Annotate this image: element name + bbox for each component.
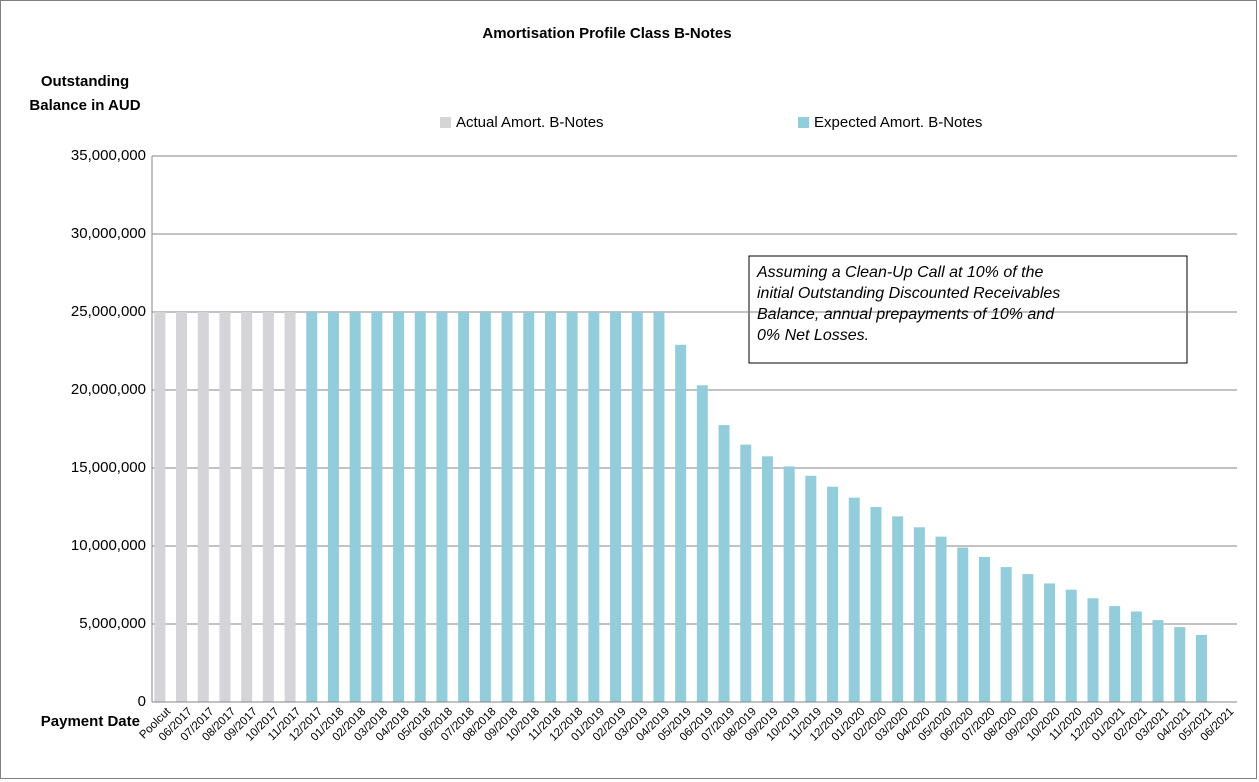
y-tick-label: 35,000,000	[71, 147, 146, 164]
bar	[588, 312, 600, 702]
bar	[1000, 567, 1012, 702]
bar	[393, 312, 405, 702]
bar	[675, 344, 687, 702]
legend-swatch	[440, 117, 451, 128]
annotation-text: 0% Net Losses.	[757, 327, 869, 344]
bar	[1195, 634, 1207, 702]
bar	[1109, 606, 1121, 702]
legend-swatch	[798, 117, 809, 128]
annotation-box	[748, 255, 1188, 364]
bar	[501, 312, 513, 702]
y-tick-label: 30,000,000	[71, 225, 146, 242]
bar	[827, 486, 839, 702]
y-tick-label: 20,000,000	[71, 381, 146, 398]
y-tick-label: 25,000,000	[71, 303, 146, 320]
y-axis-label: Balance in AUD	[29, 97, 140, 114]
y-axis-label: Outstanding	[41, 73, 129, 90]
y-tick-label: 15,000,000	[71, 459, 146, 476]
bar	[848, 497, 860, 702]
bar	[1044, 583, 1056, 702]
y-tick-label: 10,000,000	[71, 537, 146, 554]
bar	[1152, 620, 1164, 702]
annotation-text: initial Outstanding Discounted Receivabl…	[757, 285, 1060, 302]
y-tick-label: 0	[138, 693, 146, 710]
bar	[306, 312, 318, 702]
bar	[284, 312, 296, 702]
bar	[371, 312, 383, 702]
chart-title: Amortisation Profile Class B-Notes	[482, 25, 731, 42]
legend-label: Actual Amort. B-Notes	[456, 114, 604, 131]
bar	[436, 312, 448, 702]
bar	[479, 312, 491, 702]
bar	[1174, 627, 1186, 702]
bar	[241, 312, 253, 702]
bar	[653, 312, 665, 702]
bar	[892, 516, 904, 702]
bar	[414, 312, 426, 702]
bar	[523, 312, 535, 702]
bar	[1087, 598, 1099, 702]
bar	[458, 312, 470, 702]
bar	[870, 507, 882, 702]
bar	[1022, 574, 1034, 702]
bar	[566, 312, 578, 702]
bar	[327, 312, 339, 702]
bar	[1130, 611, 1142, 702]
x-axis-label: Payment Date	[41, 713, 140, 730]
bar	[349, 312, 361, 702]
bar	[957, 547, 969, 702]
bar	[978, 556, 990, 702]
bar	[610, 312, 622, 702]
bar	[219, 312, 231, 702]
bar	[1065, 589, 1077, 702]
bar	[783, 466, 795, 702]
y-tick-label: 5,000,000	[79, 615, 146, 632]
bar	[176, 312, 188, 702]
legend-label: Expected Amort. B-Notes	[814, 114, 982, 131]
bar	[631, 312, 643, 702]
bar	[935, 536, 947, 702]
bar	[197, 312, 209, 702]
bar	[718, 425, 730, 702]
bar	[805, 475, 817, 702]
bar	[544, 312, 556, 702]
bar	[154, 312, 166, 702]
bar	[761, 456, 773, 702]
bar	[913, 527, 925, 702]
bar	[262, 312, 274, 702]
bar	[740, 444, 752, 702]
bar	[696, 385, 708, 702]
annotation-text: Assuming a Clean-Up Call at 10% of the	[756, 264, 1043, 281]
annotation-text: Balance, annual prepayments of 10% and	[757, 306, 1055, 323]
